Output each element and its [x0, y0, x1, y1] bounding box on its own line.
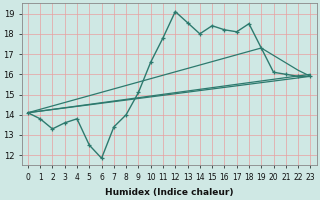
X-axis label: Humidex (Indice chaleur): Humidex (Indice chaleur) — [105, 188, 233, 197]
